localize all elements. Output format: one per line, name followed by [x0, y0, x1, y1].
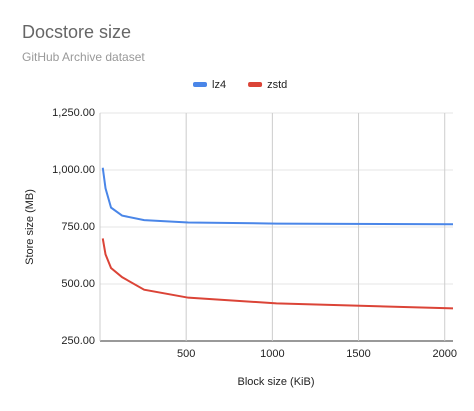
- series-line: [101, 238, 454, 310]
- x-tick-label: 2000: [432, 348, 456, 360]
- y-tick-label: 1,250.00: [52, 107, 95, 119]
- chart-title: Docstore size: [22, 22, 131, 42]
- y-axis-title: Store size (MB): [24, 189, 36, 265]
- y-tick-label: 500.00: [61, 278, 95, 290]
- chart-subtitle: GitHub Archive dataset: [22, 50, 145, 64]
- series-line: [101, 167, 454, 226]
- x-tick-label: 500: [177, 348, 195, 360]
- y-tick-label: 750.00: [61, 221, 95, 233]
- y-tick-label: 1,000.00: [52, 164, 95, 176]
- x-tick-label: 1500: [346, 348, 370, 360]
- legend-label: zstd: [267, 79, 287, 91]
- legend-swatch: [248, 82, 263, 87]
- legend-label: lz4: [212, 79, 226, 91]
- x-tick-label: 1000: [260, 348, 284, 360]
- x-axis-title: Block size (KiB): [237, 376, 314, 388]
- legend-swatch: [193, 82, 207, 87]
- y-tick-label: 250.00: [61, 335, 95, 347]
